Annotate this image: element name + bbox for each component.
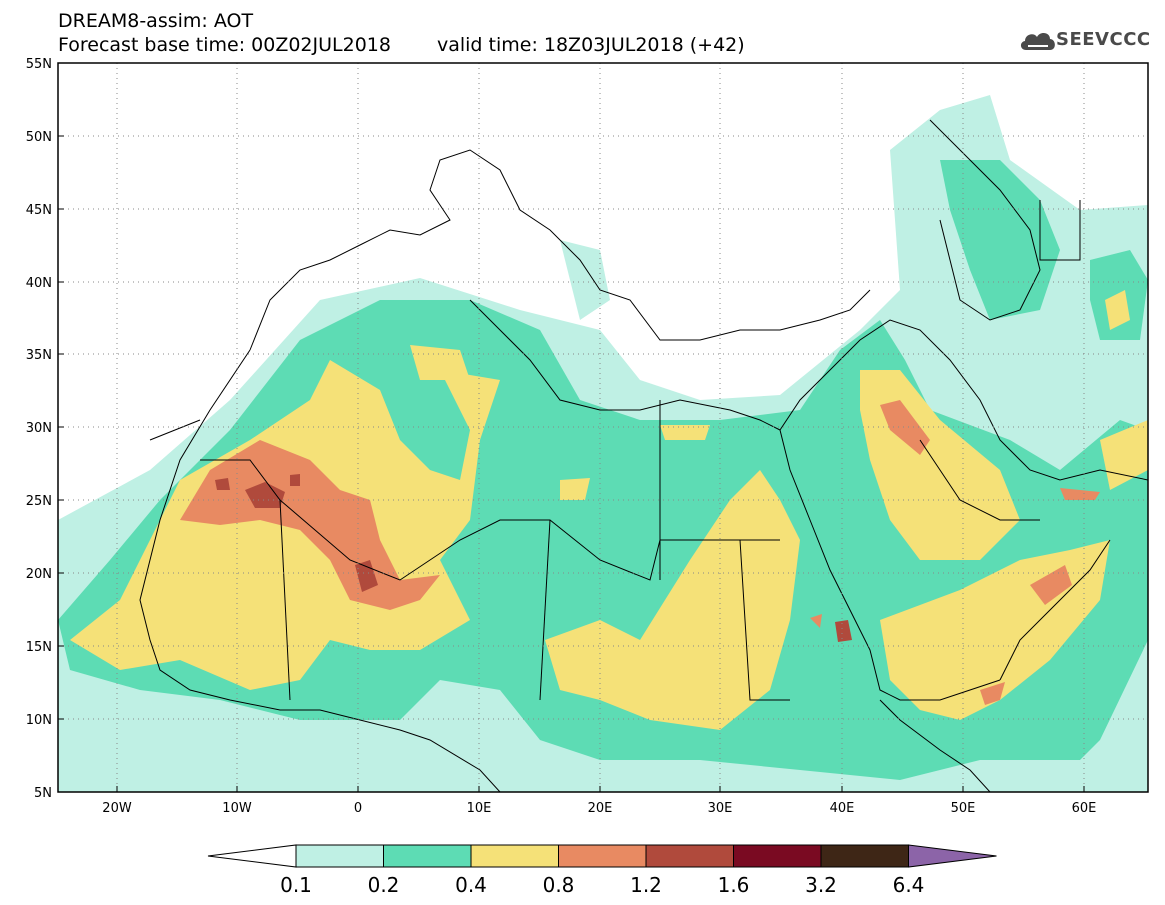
seevccc-logo: SEEVCCC (1018, 26, 1158, 56)
lon-label: 30E (708, 801, 733, 816)
lat-label: 50N (26, 130, 52, 145)
forecast-times: Forecast base time: 00Z02JUL2018 valid ti… (58, 34, 745, 56)
lat-label: 35N (26, 348, 52, 363)
coastlines (139, 119, 1148, 792)
colorbar-min-arrow (207, 844, 297, 868)
colorbar-label: 1.2 (630, 873, 662, 897)
colorbar-label: 0.4 (455, 873, 487, 897)
lat-label: 55N (26, 57, 52, 72)
colorbar-swatch (645, 844, 734, 868)
graticule (58, 63, 1148, 792)
map-title: DREAM8-assim: AOT (58, 10, 254, 32)
lon-label: 20W (102, 801, 132, 816)
cloud-icon (1020, 33, 1055, 50)
colorbar-swatch (558, 844, 647, 868)
colorbar-swatch (470, 844, 559, 868)
colorbar-label: 0.1 (280, 873, 312, 897)
lon-label: 0 (354, 801, 362, 816)
lat-label: 25N (26, 494, 52, 509)
lat-labels: 55N 50N 45N 40N 35N 30N 25N 20N 15N 10N … (26, 57, 52, 801)
lon-label: 20E (588, 801, 613, 816)
axis-ticks (58, 135, 1085, 792)
logo-text: SEEVCCC (1056, 29, 1151, 50)
colorbar-label: 0.8 (542, 873, 575, 897)
colorbar-max-arrow (908, 844, 997, 868)
colorbar-label: 6.4 (892, 873, 925, 897)
lat-label: 45N (26, 203, 52, 218)
colorbar-swatch (733, 844, 822, 868)
colorbar-label: 0.2 (367, 873, 400, 897)
colorbar-label: 3.2 (805, 873, 837, 897)
lon-label: 10W (222, 801, 252, 816)
lon-label: 60E (1072, 801, 1097, 816)
lat-label: 20N (26, 567, 52, 582)
lon-labels: 20W 10W 0 10E 20E 30E 40E 50E 60E (102, 801, 1096, 816)
lat-label: 30N (26, 421, 52, 436)
colorbar (207, 844, 997, 868)
colorbar-label: 1.6 (717, 873, 750, 897)
aot-field (58, 95, 1148, 792)
colorbar-swatch (295, 844, 384, 868)
lon-label: 40E (830, 801, 855, 816)
lat-label: 15N (26, 640, 52, 655)
lon-label: 50E (951, 801, 976, 816)
lat-label: 5N (34, 786, 52, 801)
base-time: Forecast base time: 00Z02JUL2018 (58, 34, 391, 56)
lat-label: 10N (26, 713, 52, 728)
lat-label: 40N (26, 276, 52, 291)
lon-label: 10E (467, 801, 492, 816)
valid-time: valid time: 18Z03JUL2018 (+42) (436, 34, 745, 56)
colorbar-swatch (383, 844, 472, 868)
colorbar-swatch (820, 844, 909, 868)
